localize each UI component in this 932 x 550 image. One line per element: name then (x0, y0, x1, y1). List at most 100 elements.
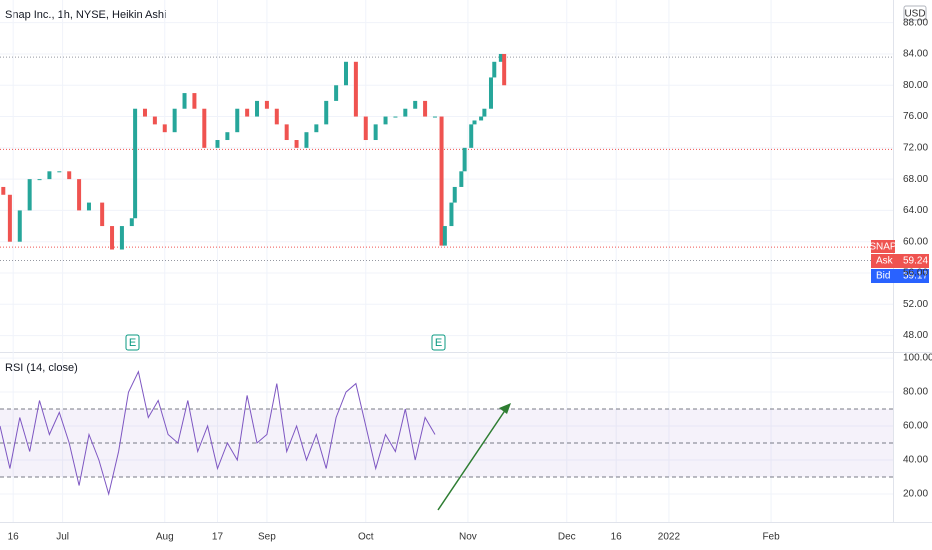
candle-body (334, 85, 339, 101)
x-tick-label: 16 (8, 532, 20, 543)
x-tick-label: 17 (212, 532, 224, 543)
candle-body (119, 226, 124, 250)
candle-body (172, 108, 177, 133)
candle-body (245, 108, 250, 117)
currency: USD (904, 9, 925, 20)
candle-body (284, 124, 289, 141)
candle-body (37, 179, 42, 181)
y-tick-label: 68.00 (903, 174, 928, 185)
y-tick-label: 80.00 (903, 387, 928, 398)
candle-body (353, 61, 358, 117)
y-tick-label: 56.00 (903, 268, 928, 279)
candle-body (469, 124, 474, 148)
earnings-label: E (435, 337, 442, 349)
rsi-title: RSI (14, close) (5, 362, 78, 374)
symbol-badge (871, 240, 895, 253)
bid-badge (871, 269, 929, 283)
candle-body (413, 100, 418, 109)
candle-body (215, 140, 220, 148)
x-tick-label: Oct (358, 532, 374, 543)
earnings-icon[interactable] (431, 334, 446, 351)
candle-body (462, 147, 467, 172)
x-tick-label: Feb (762, 532, 780, 543)
symbol-label: SNAP (869, 242, 897, 253)
candle-body (182, 93, 187, 109)
candle-body (294, 140, 299, 148)
candle-body (502, 53, 507, 86)
candle-body (264, 100, 269, 109)
candle-body (479, 116, 484, 121)
ask-label: Ask (876, 256, 894, 267)
candle-body (492, 61, 497, 78)
y-tick-label: 40.00 (903, 455, 928, 466)
y-tick-label: 52.00 (903, 299, 928, 310)
candle-body (255, 100, 260, 117)
candle-body (442, 226, 447, 246)
candle-body (47, 171, 52, 180)
candle-body (133, 108, 138, 219)
candle-body (314, 124, 319, 133)
currency-box[interactable] (903, 5, 927, 21)
candle-body (432, 116, 437, 118)
candle-body (304, 132, 309, 148)
candle-body (57, 171, 62, 173)
candle-body (393, 116, 398, 118)
chart-title: Snap Inc., 1h, NYSE, Heikin Ashi (5, 9, 166, 21)
candle-body (67, 171, 72, 180)
y-tick-label: 72.00 (903, 142, 928, 153)
candle-body (482, 108, 487, 117)
x-tick-label: Sep (258, 532, 276, 543)
candle-body (488, 77, 493, 109)
y-tick-label: 100.00 (903, 353, 932, 364)
candle-body (77, 179, 82, 211)
candle-body (472, 120, 477, 125)
candle-body (17, 210, 22, 242)
candle-body (202, 108, 207, 148)
y-tick-label: 48.00 (903, 330, 928, 341)
candle-body (373, 124, 378, 141)
candle-body (162, 124, 167, 133)
x-tick-label: Nov (459, 532, 477, 543)
candle-body (110, 226, 115, 250)
earnings-markers: E E (125, 334, 446, 351)
candle-body (363, 116, 368, 141)
candle-body (324, 100, 329, 125)
candle-body (452, 186, 457, 203)
x-tick-label: 2022 (658, 532, 681, 543)
candle-body (423, 100, 428, 117)
candle-body (449, 202, 454, 227)
ask-value: 59.24 (903, 256, 928, 267)
candle-body (142, 108, 147, 117)
y-tick-label: 60.00 (903, 421, 928, 432)
candle-body (152, 116, 157, 125)
x-tick-label: Aug (156, 532, 174, 543)
candle-body (129, 218, 134, 227)
candle-body (343, 61, 348, 86)
x-tick-label: Dec (558, 532, 576, 543)
ask-badge (871, 254, 929, 268)
candle-body (86, 202, 91, 211)
y-tick-label: 80.00 (903, 80, 928, 91)
x-tick-label: 16 (611, 532, 623, 543)
candle-body (274, 108, 279, 125)
y-tick-label: 84.00 (903, 49, 928, 60)
x-tick-label: Jul (56, 532, 69, 543)
bid-value: 59.17 (903, 271, 928, 282)
trend-arrow[interactable] (437, 405, 509, 511)
candle-body (225, 132, 230, 141)
arrow-head (499, 403, 511, 414)
earnings-icon[interactable] (125, 334, 140, 351)
candle-body (498, 53, 503, 62)
candle-body (459, 171, 464, 187)
rsi-line (0, 370, 436, 496)
candle-body (100, 202, 105, 227)
y-tick-label: 76.00 (903, 111, 928, 122)
y-tick-label: 20.00 (903, 489, 928, 500)
y-tick-label: 64.00 (903, 205, 928, 216)
bid-label: Bid (876, 271, 890, 282)
candle-body (1, 186, 6, 195)
candle-body (439, 116, 444, 246)
candle-body (235, 108, 240, 133)
